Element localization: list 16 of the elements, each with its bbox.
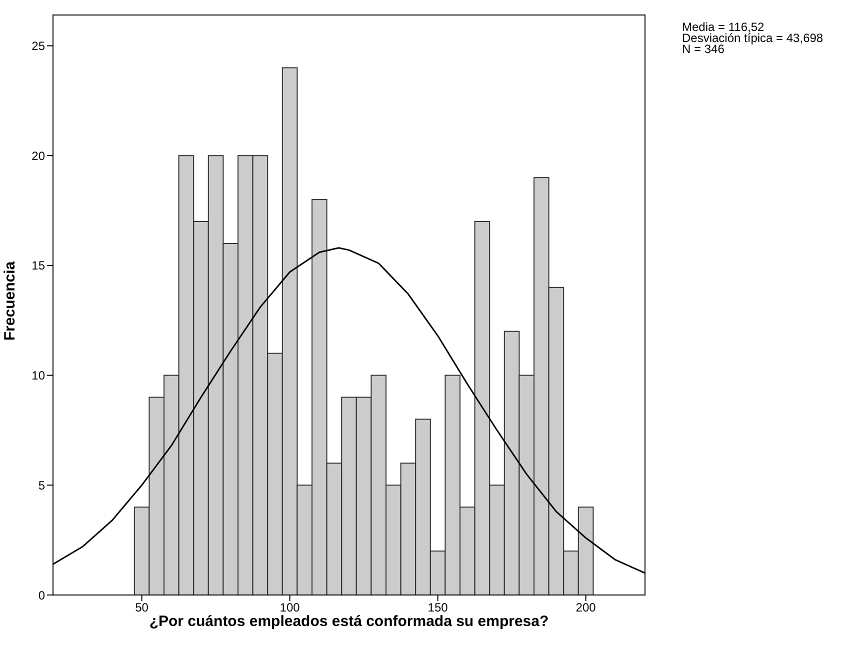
text: Media = 116,52 xyxy=(682,20,764,34)
y-tick-label: 15 xyxy=(32,258,46,273)
y-tick-label: 0 xyxy=(38,588,46,602)
y-axis-title: Frecuencia xyxy=(2,261,18,341)
text: N = 346 xyxy=(682,42,724,56)
x-tick-label: 100 xyxy=(280,600,300,615)
y-tick-label: 5 xyxy=(38,478,46,492)
text: Desviación típica = 43,698 xyxy=(682,31,824,45)
y-tick-label: 20 xyxy=(32,148,46,163)
line-series xyxy=(53,247,645,574)
x-tick-label: 50 xyxy=(135,600,149,615)
y-tick-label: 10 xyxy=(32,368,46,383)
x-axis-title: ¿Por cuántos empleados está conformada su empresa? xyxy=(148,613,550,630)
x-tick-label: 150 xyxy=(428,600,448,615)
x-tick-label: 200 xyxy=(576,600,596,615)
y-tick-label: 25 xyxy=(32,39,46,54)
